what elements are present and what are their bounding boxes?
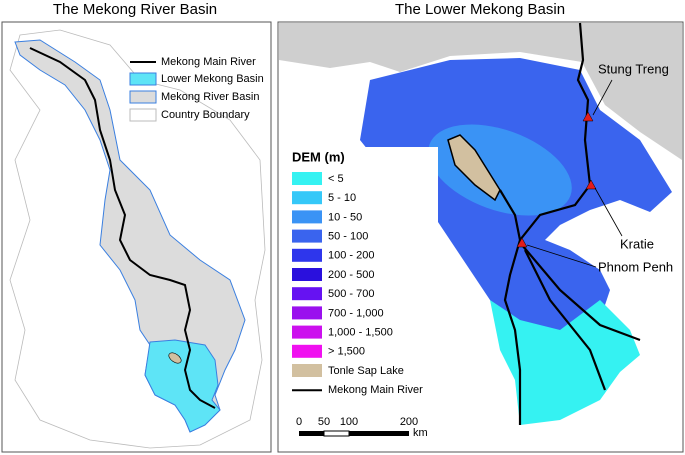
right-title: The Lower Mekong Basin — [395, 1, 565, 18]
legend-swatch — [292, 191, 322, 205]
legend-swatch — [292, 325, 322, 339]
scale-label: 200 — [400, 416, 418, 428]
leader — [592, 79, 613, 116]
tonle-sap — [447, 134, 501, 202]
legend-swatch — [292, 287, 322, 301]
legend-label: > 1,500 — [328, 346, 365, 358]
legend-label: 500 - 700 — [328, 288, 374, 300]
dem-delta — [490, 300, 640, 425]
legend-label: Mekong Main River — [328, 384, 423, 396]
legend-swatch — [292, 344, 322, 358]
outside-area — [279, 23, 682, 160]
place-label: Phnom Penh — [598, 259, 673, 274]
legend-label: 200 - 500 — [328, 269, 374, 281]
markers — [516, 111, 597, 248]
lower-basin — [144, 339, 221, 433]
scale-seg — [349, 431, 409, 436]
place-label: Kratie — [620, 236, 654, 251]
leader — [526, 244, 597, 268]
scale-label: 100 — [340, 416, 358, 428]
main-river — [29, 47, 216, 409]
legend-swatch — [292, 172, 322, 185]
legend-swatch — [292, 268, 322, 281]
legend-label: Country Boundary — [161, 109, 250, 121]
legend-country — [129, 108, 157, 122]
legend-label: 700 - 1,000 — [328, 307, 384, 319]
scale-seg — [299, 431, 324, 436]
legend-label: 1,000 - 1,500 — [328, 327, 393, 339]
dem-legend: < 5 5 - 10 10 - 50 50 - 100 100 - 200 200 - 5… — [292, 172, 423, 396]
legend-label: < 5 — [328, 173, 344, 185]
dem-legend-title: DEM (m) — [292, 149, 345, 164]
legend-label: 5 - 10 — [328, 192, 356, 204]
legend-label: 50 - 100 — [328, 231, 368, 243]
left-legend: Mekong Main River Lower Mekong Basin Mek… — [129, 56, 264, 122]
leader-lines — [526, 79, 623, 268]
legend-basin — [129, 90, 157, 104]
legend-swatch — [292, 306, 322, 320]
legend-swatch — [292, 210, 322, 224]
legend-swatch — [292, 229, 322, 243]
rivers — [499, 22, 641, 425]
scale-label: 50 — [318, 416, 330, 428]
left-title: The Mekong River Basin — [53, 1, 217, 18]
place-label: Stung Treng — [598, 61, 669, 76]
scale-unit: km — [413, 427, 428, 439]
scale-seg — [323, 430, 350, 437]
legend-swatch — [292, 364, 322, 377]
legend-label: 100 - 200 — [328, 250, 374, 262]
legend-label: Lower Mekong Basin — [161, 73, 264, 85]
marker — [516, 237, 528, 248]
legend-lower — [129, 72, 157, 86]
legend-label: Tonle Sap Lake — [328, 365, 404, 377]
country-boundaries — [9, 29, 266, 449]
legend-swatch — [292, 248, 322, 262]
lake — [168, 352, 182, 364]
legend-label: Mekong River Basin — [161, 91, 259, 103]
scale-bar — [299, 430, 409, 437]
marker — [585, 179, 597, 190]
leader — [594, 187, 623, 237]
scale-label: 0 — [296, 416, 302, 428]
legend-label: 10 - 50 — [328, 211, 362, 223]
legend-label: Mekong Main River — [161, 56, 256, 68]
marker — [582, 111, 594, 122]
